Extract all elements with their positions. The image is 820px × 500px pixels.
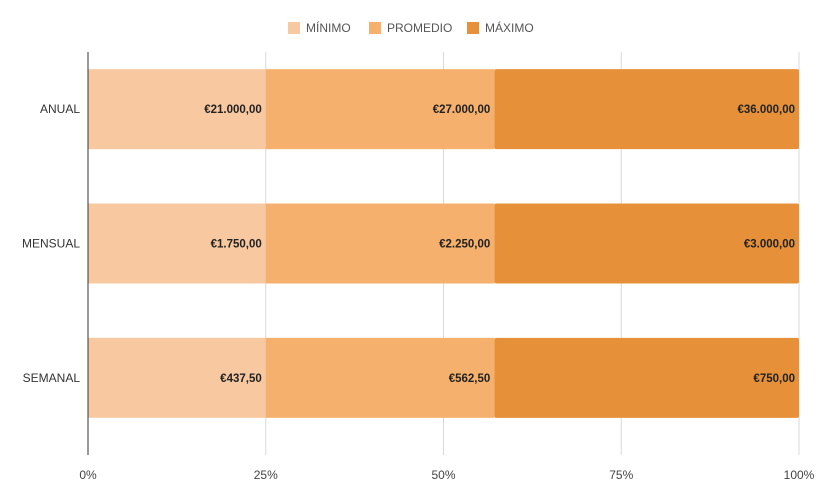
legend-swatch [467, 22, 479, 34]
data-label: €36.000,00 [737, 104, 795, 116]
x-tick-label: 0% [79, 468, 97, 482]
bar-segment [265, 337, 495, 418]
data-label: €2.250,00 [439, 239, 490, 251]
data-label: €27.000,00 [433, 104, 491, 116]
legend-label: PROMEDIO [387, 21, 452, 35]
bar-segment [265, 69, 495, 150]
bar-segment [494, 69, 799, 150]
x-tick-label: 100% [784, 468, 815, 482]
category-label: ANUAL [40, 102, 80, 116]
x-tick-label: 75% [609, 468, 633, 482]
bar-segment [88, 337, 266, 418]
data-label: €750,00 [753, 373, 795, 385]
legend-swatch [369, 22, 381, 34]
data-label: €437,50 [220, 373, 262, 385]
x-tick-label: 50% [431, 468, 455, 482]
legend-label: MÁXIMO [485, 20, 534, 35]
data-label: €562,50 [449, 373, 491, 385]
bar-segment [265, 203, 495, 284]
bar-segment [88, 203, 266, 284]
legend-label: MÍNIMO [306, 20, 351, 35]
legend-swatch [288, 22, 300, 34]
bar-segment [494, 203, 799, 284]
data-label: €1.750,00 [211, 239, 262, 251]
bar-segment [494, 337, 799, 418]
data-label: €21.000,00 [204, 104, 262, 116]
category-label: SEMANAL [23, 371, 81, 385]
data-label: €3.000,00 [744, 239, 795, 251]
x-tick-label: 25% [254, 468, 278, 482]
category-label: MENSUAL [22, 237, 80, 251]
bar-segment [88, 69, 266, 150]
